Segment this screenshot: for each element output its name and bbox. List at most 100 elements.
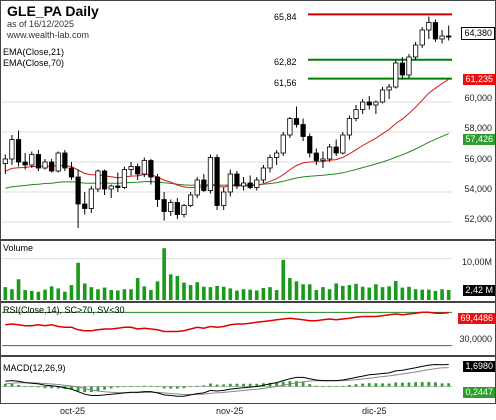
chart-title: GLE_PA Daily [7, 3, 99, 19]
candle [373, 100, 379, 114]
rsi-pane[interactable]: RSI(Close,14), SC>70, SV<30 69,4486 30,0… [0, 302, 496, 356]
candle-body [128, 166, 134, 170]
macd-pane[interactable]: MACD(12,26,9) 1,6980 0,2447 [0, 356, 496, 404]
macd-hist-bar [123, 386, 126, 388]
macd-hist-bar [10, 383, 14, 387]
candle-body [307, 136, 313, 154]
candle [22, 153, 28, 170]
candle-body [320, 158, 326, 161]
volume-bar [182, 282, 186, 300]
volume-bar [215, 285, 219, 300]
candle [9, 135, 15, 165]
macd-hist-bar [354, 384, 358, 387]
candle-body [300, 124, 306, 137]
candle [419, 27, 425, 48]
macd-chart[interactable] [0, 356, 496, 404]
candle [194, 177, 200, 198]
macd-hist-bar [381, 383, 384, 387]
macd-hist-bar [420, 382, 424, 387]
macd-hist-bar [374, 383, 378, 387]
volume-chart[interactable] [0, 240, 496, 302]
ema70-value-tag: 57,426 [463, 134, 495, 145]
candle-body [313, 152, 319, 161]
volume-y-tick: 10,00M [461, 257, 492, 267]
volume-bar [82, 283, 87, 300]
volume-bar [76, 262, 80, 300]
volume-bar [16, 279, 21, 300]
candle-body [101, 170, 108, 190]
volume-bar [221, 286, 226, 300]
candle-body [181, 205, 187, 215]
candle [42, 159, 48, 170]
candle [399, 57, 405, 80]
candle-body [154, 176, 161, 200]
macd-hist-bar [295, 381, 298, 387]
macd-hist-bar [328, 386, 331, 387]
macd-hist-bar [43, 386, 47, 389]
candle-body [413, 44, 419, 58]
volume-bar [354, 283, 358, 300]
macd-line [5, 363, 449, 397]
macd-hist-bar [17, 384, 20, 387]
candle-body [287, 118, 293, 136]
candle-body [379, 89, 386, 103]
candle-body [386, 86, 392, 91]
macd-hist-bar [301, 382, 305, 387]
volume-bar [3, 287, 8, 300]
macd-hist-bar [281, 381, 285, 387]
candle-body [333, 146, 339, 154]
candle-body [82, 203, 88, 209]
candle [174, 198, 180, 219]
volume-bar [254, 290, 259, 300]
macd-hist-bar [209, 383, 212, 387]
candle-body [274, 152, 280, 158]
macd-hist-bar [136, 386, 140, 387]
candle-body [221, 191, 227, 206]
price-pane[interactable]: GLE_PA Daily as of 16/12/2025 www.wealth… [0, 0, 496, 240]
candle-body [353, 109, 359, 119]
macd-hist-bar [36, 386, 40, 388]
macd-hist-bar [56, 386, 60, 389]
candle [95, 169, 101, 192]
volume-bar [268, 287, 272, 300]
candle [280, 132, 286, 156]
chart-source: www.wealth-lab.com [7, 30, 90, 40]
macd-hist-bar [341, 385, 345, 387]
volume-bar [367, 287, 372, 300]
rsi-chart[interactable] [0, 302, 496, 356]
volume-bar [208, 287, 213, 300]
macd-value-tag: 1,6980 [463, 361, 495, 372]
candle [340, 132, 346, 155]
level-label-low: 61,56 [274, 78, 297, 88]
candle-body [42, 161, 48, 169]
candle-body [62, 152, 68, 169]
macd-hist-bar [447, 383, 451, 387]
candle-body [366, 101, 372, 106]
macd-hist-bar [70, 386, 73, 390]
candle-body [346, 118, 353, 136]
candle-body [426, 22, 432, 31]
candle-body [29, 154, 35, 166]
candle-body [2, 158, 8, 164]
candle [82, 192, 88, 215]
candle [227, 169, 233, 197]
candle [135, 163, 141, 180]
volume-bar [433, 290, 438, 300]
level-label-high: 65,84 [274, 12, 297, 22]
candle [15, 130, 22, 167]
candle-body [227, 173, 233, 193]
macd-hist-bar [96, 386, 100, 391]
candle-body [168, 202, 174, 212]
candle [333, 139, 339, 156]
volume-bar [360, 286, 365, 300]
volume-bar [109, 290, 113, 300]
candle [188, 192, 194, 207]
volume-bar [413, 289, 418, 300]
volume-bar [341, 285, 345, 300]
volume-pane[interactable]: Volume 10,00M 2,42 M [0, 240, 496, 302]
candle [201, 174, 207, 192]
macd-hist-bar [103, 386, 106, 390]
volume-bar [235, 290, 239, 300]
macd-hist-bar [394, 382, 398, 387]
price-chart[interactable] [0, 0, 496, 240]
